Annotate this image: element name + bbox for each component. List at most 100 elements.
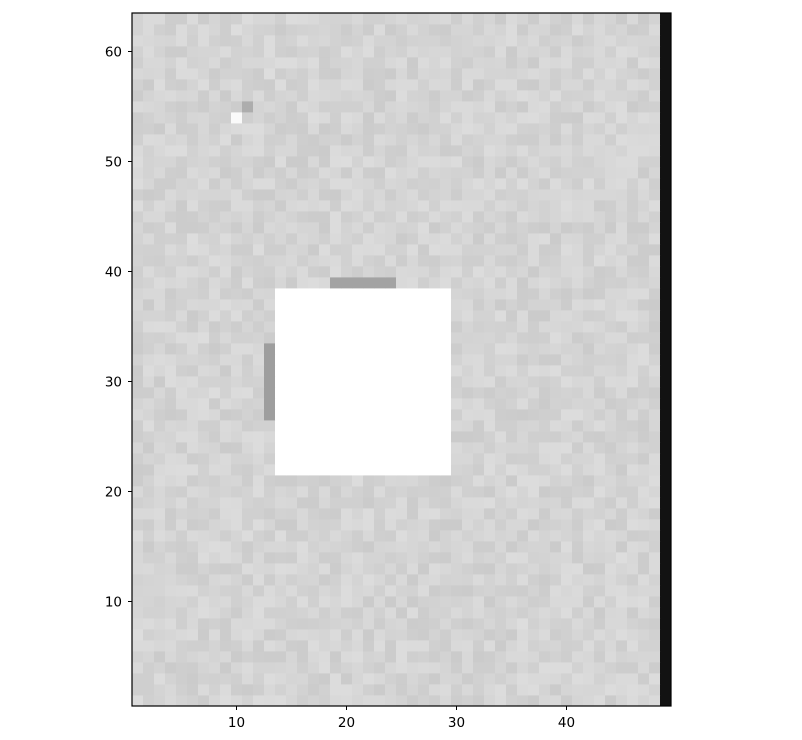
- heatmap-cell: [253, 255, 265, 267]
- heatmap-cell: [154, 123, 166, 135]
- heatmap-cell: [583, 618, 595, 630]
- heatmap-cell: [539, 112, 551, 124]
- heatmap-cell: [275, 497, 287, 509]
- heatmap-cell: [407, 200, 419, 212]
- heatmap-cell: [638, 332, 650, 344]
- heatmap-cell: [407, 398, 419, 410]
- heatmap-cell: [407, 134, 419, 146]
- heatmap-cell: [539, 387, 551, 399]
- heatmap-cell: [231, 79, 243, 91]
- heatmap-cell: [242, 332, 254, 344]
- heatmap-cell: [319, 233, 331, 245]
- heatmap-cell: [517, 442, 529, 454]
- heatmap-cell: [297, 310, 309, 322]
- heatmap-cell: [264, 508, 276, 520]
- heatmap-cell: [550, 123, 562, 135]
- heatmap-cell: [484, 684, 496, 696]
- heatmap-cell: [385, 486, 397, 498]
- heatmap-cell: [297, 552, 309, 564]
- heatmap-cell: [385, 321, 397, 333]
- heatmap-cell: [638, 101, 650, 113]
- heatmap-cell: [286, 640, 298, 652]
- heatmap-cell: [396, 79, 408, 91]
- heatmap-cell: [374, 57, 386, 69]
- heatmap-cell: [572, 13, 584, 25]
- heatmap-cell: [484, 79, 496, 91]
- heatmap-cell: [517, 365, 529, 377]
- heatmap-cell: [231, 596, 243, 608]
- heatmap-cell: [462, 607, 474, 619]
- heatmap-cell: [660, 57, 672, 69]
- heatmap-cell: [583, 442, 595, 454]
- heatmap-cell: [374, 684, 386, 696]
- heatmap-cell: [143, 24, 155, 36]
- heatmap-cell: [264, 101, 276, 113]
- heatmap-cell: [539, 57, 551, 69]
- heatmap-cell: [638, 387, 650, 399]
- heatmap-cell: [132, 156, 144, 168]
- heatmap-cell: [594, 541, 606, 553]
- heatmap-cell: [308, 365, 320, 377]
- heatmap-cell: [154, 398, 166, 410]
- heatmap-cell: [473, 607, 485, 619]
- heatmap-cell: [319, 442, 331, 454]
- heatmap-cell: [275, 112, 287, 124]
- heatmap-cell: [627, 79, 639, 91]
- heatmap-cell: [143, 123, 155, 135]
- heatmap-cell: [572, 640, 584, 652]
- heatmap-cell: [242, 618, 254, 630]
- heatmap-cell: [176, 387, 188, 399]
- heatmap-cell: [583, 288, 595, 300]
- heatmap-cell: [583, 596, 595, 608]
- heatmap-cell: [209, 46, 221, 58]
- heatmap-cell: [165, 354, 177, 366]
- heatmap-cell: [605, 475, 617, 487]
- heatmap-cell: [594, 387, 606, 399]
- heatmap-cell: [440, 497, 452, 509]
- heatmap-cell: [220, 387, 232, 399]
- heatmap-cell: [187, 552, 199, 564]
- heatmap-cell: [440, 387, 452, 399]
- heatmap-cell: [187, 145, 199, 157]
- heatmap-cell: [165, 453, 177, 465]
- heatmap-cell: [550, 607, 562, 619]
- heatmap-cell: [374, 431, 386, 443]
- heatmap-cell: [253, 453, 265, 465]
- heatmap-cell: [198, 255, 210, 267]
- heatmap-cell: [517, 530, 529, 542]
- heatmap-cell: [539, 629, 551, 641]
- heatmap-cell: [484, 387, 496, 399]
- heatmap-cell: [528, 607, 540, 619]
- heatmap-cell: [253, 607, 265, 619]
- heatmap-cell: [528, 486, 540, 498]
- heatmap-cell: [374, 13, 386, 25]
- heatmap-cell: [539, 277, 551, 289]
- heatmap-cell: [165, 464, 177, 476]
- heatmap-cell: [550, 255, 562, 267]
- heatmap-cell: [286, 24, 298, 36]
- heatmap-cell: [473, 134, 485, 146]
- heatmap-cell: [308, 255, 320, 267]
- heatmap-cell: [209, 101, 221, 113]
- heatmap-cell: [528, 398, 540, 410]
- heatmap-cell: [264, 409, 276, 421]
- heatmap-cell: [572, 530, 584, 542]
- heatmap-cell: [528, 156, 540, 168]
- heatmap-cell: [429, 145, 441, 157]
- heatmap-cell: [572, 101, 584, 113]
- heatmap-cell: [462, 266, 474, 278]
- heatmap-cell: [627, 431, 639, 443]
- heatmap-cell: [583, 35, 595, 47]
- heatmap-cell: [583, 673, 595, 685]
- heatmap-cell: [396, 332, 408, 344]
- heatmap-cell: [231, 486, 243, 498]
- heatmap-cell: [484, 112, 496, 124]
- heatmap-cell: [352, 13, 364, 25]
- heatmap-cell: [660, 508, 672, 520]
- heatmap-cell: [605, 178, 617, 190]
- heatmap-cell: [264, 486, 276, 498]
- heatmap-cell: [484, 585, 496, 597]
- heatmap-cell: [539, 442, 551, 454]
- heatmap-cell: [297, 365, 309, 377]
- heatmap-cell: [561, 167, 573, 179]
